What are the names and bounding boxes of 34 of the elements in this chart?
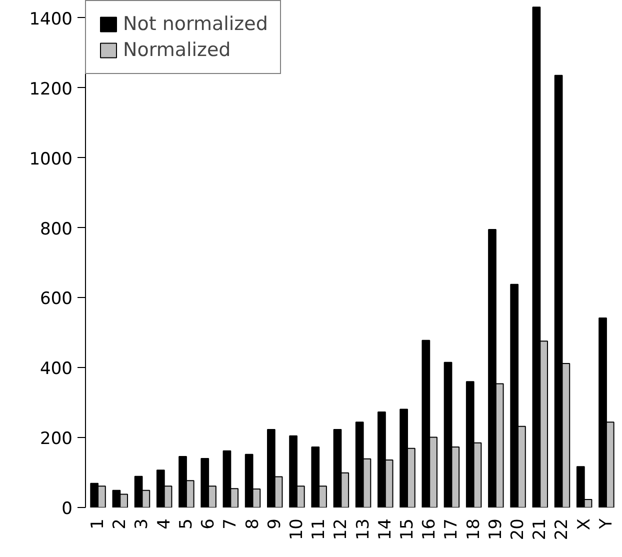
x-tick-label: 17 xyxy=(442,518,462,540)
y-tick-label: 600 xyxy=(40,289,73,310)
legend-label: Not normalized xyxy=(123,13,268,35)
x-tick-label: 22 xyxy=(552,518,572,540)
y-tick-label: 1400 xyxy=(29,9,72,30)
y-tick-label: 1200 xyxy=(29,79,72,100)
x-tick-label: 10 xyxy=(286,518,307,540)
x-tick-label: 8 xyxy=(242,518,263,530)
x-tick-label: 16 xyxy=(420,518,440,540)
x-tick-label: 4 xyxy=(154,518,174,530)
x-tick-label: 15 xyxy=(398,518,418,540)
y-tick-label: 800 xyxy=(40,219,73,240)
x-tick-label: 2 xyxy=(110,518,130,530)
x-tick-label: 19 xyxy=(486,518,506,540)
y-tick-label: 400 xyxy=(40,359,73,380)
x-tick-label: 3 xyxy=(132,518,152,530)
x-tick-label: 1 xyxy=(88,518,108,530)
x-tick-label: 11 xyxy=(309,518,330,540)
x-tick-label: 18 xyxy=(464,518,484,540)
x-tick-label: X xyxy=(574,518,594,530)
x-tick-label: 6 xyxy=(198,518,219,530)
y-tick-label: 1000 xyxy=(29,149,72,170)
x-tick-label: 9 xyxy=(264,518,285,530)
y-tick-label: 0 xyxy=(62,499,73,519)
x-tick-label: 21 xyxy=(530,518,550,540)
y-tick-label: 200 xyxy=(40,429,73,450)
x-tick-label: 14 xyxy=(375,518,396,540)
legend-label: Normalized xyxy=(123,39,231,61)
x-tick-label: 7 xyxy=(220,518,241,530)
x-tick-label: Y xyxy=(596,518,616,530)
x-tick-label: 20 xyxy=(508,518,528,540)
x-tick-label: 5 xyxy=(176,518,196,530)
x-tick-label: 13 xyxy=(353,518,374,540)
x-tick-label: 12 xyxy=(331,518,352,540)
